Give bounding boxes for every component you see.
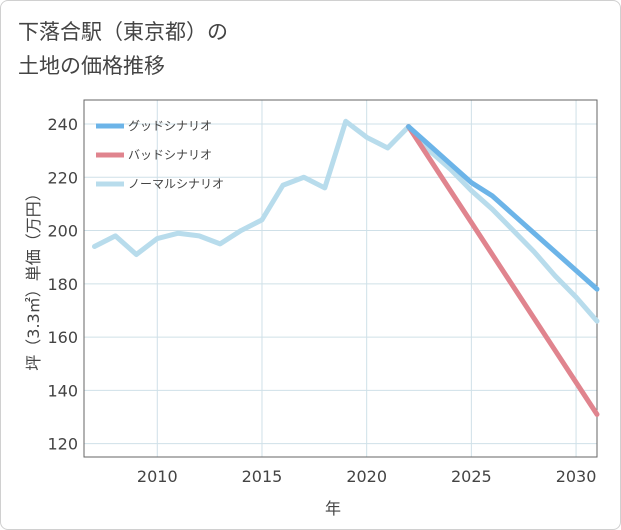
x-tick-label: 2030	[556, 467, 597, 486]
y-tick-label: 160	[47, 328, 78, 347]
legend-label-2: ノーマルシナリオ	[128, 177, 224, 191]
x-axis-ticks: 2010 2015 2020 2025 2030	[137, 467, 596, 486]
y-tick-label: 180	[47, 275, 78, 294]
x-tick-label: 2025	[451, 467, 492, 486]
legend-label-1: バッドシナリオ	[128, 148, 212, 162]
legend-label-0: グッドシナリオ	[128, 119, 212, 133]
y-axis-title: 坪（3.3㎡）単価（万円）	[24, 185, 43, 370]
x-tick-label: 2015	[242, 467, 283, 486]
x-tick-label: 2010	[137, 467, 178, 486]
grid	[84, 100, 597, 457]
series-layer	[91, 118, 600, 417]
plot-area-frame	[83, 99, 598, 458]
chart-title-line-1: 下落合駅（東京都）の	[18, 20, 228, 44]
series-line-0	[406, 124, 600, 292]
x-axis-title: 年	[325, 499, 341, 518]
y-tick-label: 220	[47, 168, 78, 187]
y-tick-label: 140	[47, 381, 78, 400]
y-tick-label: 120	[47, 435, 78, 454]
x-tick-label: 2020	[346, 467, 387, 486]
series-line-2	[91, 118, 600, 324]
y-tick-label: 200	[47, 222, 78, 241]
y-axis-ticks: 120 140 160 180 200 220 240	[47, 115, 78, 454]
series-line-1	[406, 124, 600, 417]
chart-title: 下落合駅（東京都）の 土地の価格推移	[18, 15, 228, 83]
chart-title-line-2: 土地の価格推移	[18, 54, 165, 78]
y-tick-label: 240	[47, 115, 78, 134]
